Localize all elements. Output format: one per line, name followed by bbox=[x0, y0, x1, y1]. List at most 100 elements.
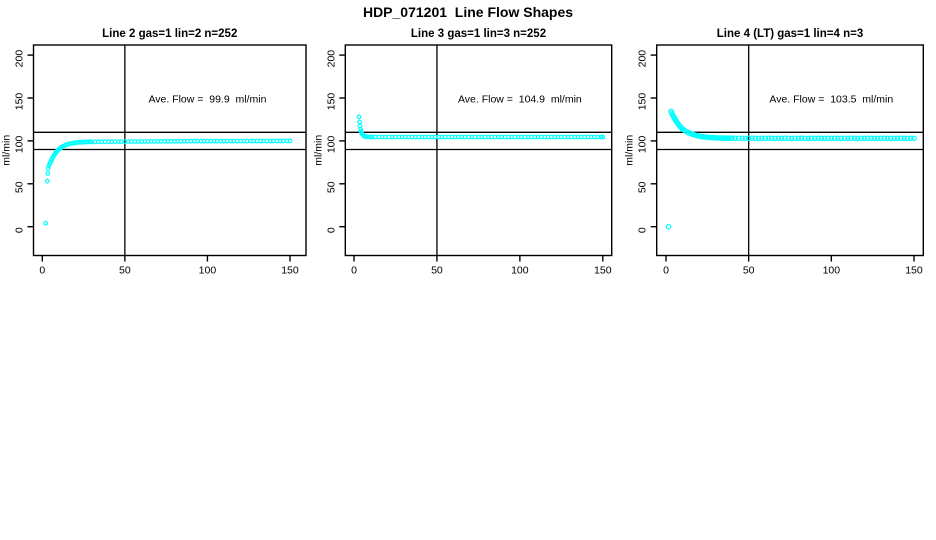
y-axis-label: ml/min bbox=[624, 135, 636, 166]
panel-3: Line 4 (LT) gas=1 lin=4 n=3 0 50 100 150 0 50 1… bbox=[624, 28, 925, 277]
data-point bbox=[861, 135, 868, 142]
data-point bbox=[765, 135, 772, 142]
panel-title: Line 4 (LT) gas=1 lin=4 n=3 bbox=[717, 28, 863, 40]
data-point bbox=[851, 135, 858, 142]
data-point bbox=[729, 135, 735, 142]
data-point bbox=[831, 135, 838, 142]
x-tick-label: 150 bbox=[281, 265, 299, 277]
data-point bbox=[87, 139, 93, 145]
data-point bbox=[45, 165, 51, 171]
data-point bbox=[732, 135, 739, 142]
data-point bbox=[878, 135, 884, 142]
data-point bbox=[901, 135, 907, 142]
data-point bbox=[911, 135, 917, 142]
data-point bbox=[44, 178, 50, 184]
data-point bbox=[782, 135, 788, 142]
x-tick-label: 150 bbox=[905, 265, 923, 277]
data-point bbox=[864, 135, 871, 142]
x-tick-label: 0 bbox=[663, 265, 669, 277]
data-point bbox=[772, 135, 778, 142]
plot-box bbox=[344, 44, 613, 257]
x-tick-label: 100 bbox=[823, 265, 841, 277]
data-point bbox=[884, 135, 891, 142]
data-point bbox=[788, 135, 795, 142]
y-tick-label: 0 bbox=[325, 227, 337, 233]
x-tick-label: 100 bbox=[511, 265, 529, 277]
data-point bbox=[368, 134, 374, 140]
data-point bbox=[868, 135, 874, 142]
data-point bbox=[798, 135, 805, 142]
data-point bbox=[755, 135, 762, 142]
data-point bbox=[894, 135, 901, 142]
y-tick-label: 100 bbox=[325, 135, 337, 153]
data-point bbox=[897, 135, 904, 142]
data-point bbox=[778, 135, 785, 142]
data-point bbox=[815, 135, 821, 142]
y-tick-label: 50 bbox=[14, 181, 26, 193]
chart-main-title: HDP_071201 Line Flow Shapes bbox=[362, 4, 574, 20]
y-tick-label: 200 bbox=[325, 50, 337, 68]
data-point bbox=[828, 135, 835, 142]
data-point bbox=[287, 138, 293, 144]
y-tick-label: 200 bbox=[14, 50, 26, 68]
data-point bbox=[802, 135, 808, 142]
panel-1: Line 2 gas=1 lin=2 n=252 0 50 100 150 0 50 100 1… bbox=[1, 28, 307, 277]
data-point bbox=[749, 135, 755, 142]
data-point bbox=[45, 171, 51, 176]
data-point bbox=[742, 135, 749, 142]
data-point bbox=[739, 135, 745, 142]
data-point bbox=[841, 135, 848, 142]
data-point bbox=[838, 135, 845, 142]
y-axis-label: ml/min bbox=[312, 135, 324, 166]
data-point bbox=[811, 135, 818, 142]
y-tick-label: 150 bbox=[14, 93, 26, 111]
y-tick-label: 100 bbox=[637, 135, 649, 153]
data-point bbox=[871, 135, 878, 142]
data-point bbox=[792, 135, 798, 142]
y-tick-label: 0 bbox=[637, 227, 649, 233]
data-point bbox=[752, 135, 759, 142]
scatter-points bbox=[43, 138, 293, 226]
ave-flow-annotation: Ave. Flow = 104.9 ml/min bbox=[458, 93, 582, 105]
data-point bbox=[665, 223, 672, 230]
data-point bbox=[821, 135, 828, 142]
ave-flow-annotation: Ave. Flow = 103.5 ml/min bbox=[769, 93, 893, 105]
data-point bbox=[598, 134, 604, 140]
x-tick-label: 50 bbox=[119, 265, 131, 277]
data-point bbox=[835, 135, 841, 142]
data-point bbox=[818, 135, 825, 142]
data-point bbox=[825, 135, 831, 142]
x-tick-label: 0 bbox=[39, 265, 45, 277]
x-tick-label: 150 bbox=[594, 265, 612, 277]
data-point bbox=[735, 135, 742, 142]
data-point bbox=[46, 163, 52, 169]
data-point bbox=[904, 135, 911, 142]
data-point bbox=[43, 220, 48, 226]
data-point bbox=[874, 135, 881, 142]
x-tick-label: 50 bbox=[431, 265, 443, 277]
x-tick-label: 100 bbox=[199, 265, 217, 277]
plot-box bbox=[656, 44, 925, 257]
data-point bbox=[785, 135, 792, 142]
y-tick-label: 0 bbox=[14, 227, 26, 233]
data-point bbox=[845, 135, 851, 142]
data-point bbox=[795, 135, 802, 142]
data-point bbox=[759, 135, 765, 142]
y-tick-label: 100 bbox=[14, 135, 26, 153]
data-point bbox=[745, 135, 752, 142]
x-tick-label: 50 bbox=[743, 265, 755, 277]
data-point bbox=[356, 114, 362, 120]
y-tick-label: 50 bbox=[325, 181, 337, 193]
panel-title: Line 2 gas=1 lin=2 n=252 bbox=[102, 28, 237, 40]
panel-2: Line 3 gas=1 lin=3 n=252 0 50 100 150 0 50 100 1… bbox=[312, 28, 613, 277]
data-point bbox=[848, 135, 855, 142]
data-point bbox=[881, 135, 888, 142]
data-point bbox=[858, 135, 864, 142]
data-point bbox=[357, 119, 362, 125]
data-point bbox=[768, 135, 775, 142]
y-tick-label: 150 bbox=[325, 93, 337, 111]
scatter-points bbox=[665, 108, 917, 230]
data-point bbox=[805, 135, 812, 142]
